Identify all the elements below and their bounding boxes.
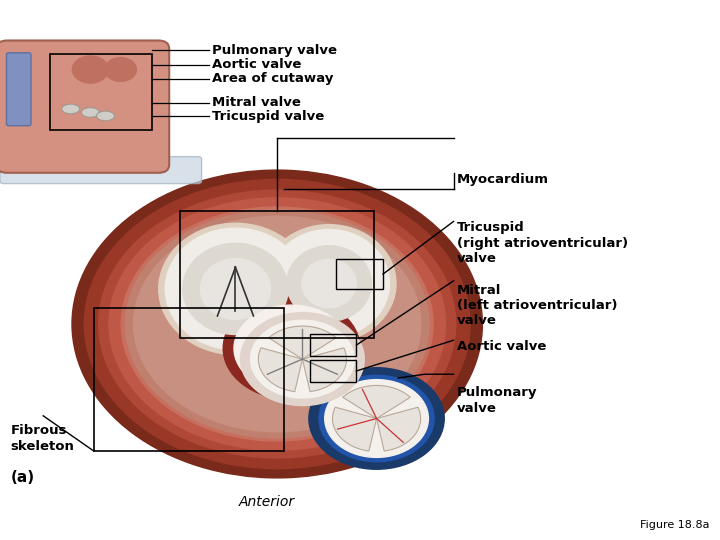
Text: Mitral
(left atrioventricular)
valve: Mitral (left atrioventricular) valve: [457, 284, 618, 327]
Circle shape: [99, 190, 456, 458]
Circle shape: [319, 375, 434, 462]
Circle shape: [309, 368, 444, 469]
Text: Fibrous
skeleton: Fibrous skeleton: [11, 424, 75, 453]
Circle shape: [251, 320, 354, 398]
Text: Figure 18.8a: Figure 18.8a: [639, 520, 709, 530]
Ellipse shape: [302, 259, 356, 308]
Ellipse shape: [262, 225, 396, 342]
Circle shape: [84, 179, 470, 469]
Text: Anterior: Anterior: [238, 495, 294, 509]
Bar: [180, 211, 374, 338]
Ellipse shape: [166, 228, 305, 350]
Circle shape: [105, 58, 137, 82]
Bar: [50, 55, 153, 130]
Text: Pulmonary
valve: Pulmonary valve: [457, 386, 538, 415]
FancyBboxPatch shape: [0, 40, 169, 173]
Bar: [310, 334, 356, 356]
Circle shape: [121, 207, 433, 441]
Bar: [94, 308, 284, 451]
Wedge shape: [269, 326, 336, 359]
Ellipse shape: [269, 230, 390, 338]
Text: Myocardium: Myocardium: [457, 173, 549, 186]
Text: Tricuspid
(right atrioventricular)
valve: Tricuspid (right atrioventricular) valve: [457, 221, 629, 265]
Ellipse shape: [158, 223, 312, 354]
Ellipse shape: [200, 259, 271, 319]
Circle shape: [223, 297, 360, 400]
Text: Mitral valve: Mitral valve: [212, 96, 301, 109]
Circle shape: [125, 210, 429, 438]
Wedge shape: [333, 407, 377, 451]
Text: (a): (a): [11, 470, 35, 485]
Text: Pulmonary valve: Pulmonary valve: [212, 44, 338, 57]
Circle shape: [234, 305, 349, 392]
Circle shape: [72, 170, 482, 478]
Circle shape: [240, 313, 364, 406]
Circle shape: [134, 216, 420, 432]
Text: Aortic valve: Aortic valve: [212, 58, 302, 71]
Wedge shape: [377, 407, 420, 451]
Ellipse shape: [183, 244, 288, 334]
Circle shape: [109, 198, 446, 450]
Text: Tricuspid valve: Tricuspid valve: [212, 110, 325, 123]
Circle shape: [72, 56, 109, 83]
FancyBboxPatch shape: [6, 53, 31, 126]
Ellipse shape: [62, 104, 80, 114]
Ellipse shape: [81, 107, 99, 117]
Text: Aortic valve: Aortic valve: [457, 340, 546, 353]
Wedge shape: [343, 386, 410, 418]
Bar: [310, 360, 356, 382]
FancyBboxPatch shape: [0, 157, 202, 184]
Text: Area of cutaway: Area of cutaway: [212, 72, 334, 85]
Ellipse shape: [96, 111, 114, 121]
Ellipse shape: [287, 246, 372, 321]
Wedge shape: [258, 348, 302, 392]
Wedge shape: [302, 348, 346, 392]
Bar: [336, 259, 383, 289]
Circle shape: [325, 380, 428, 457]
